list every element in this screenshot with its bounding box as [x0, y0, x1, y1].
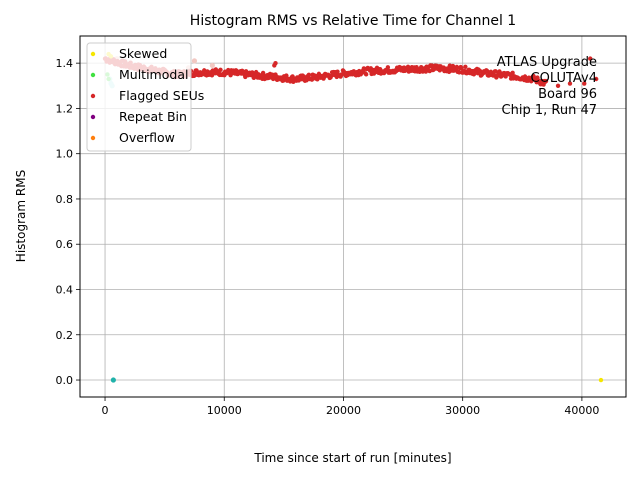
seu-point: [218, 67, 223, 73]
x-axis-label: Time since start of run [minutes]: [253, 451, 451, 465]
annotation-line-1: ATLAS Upgrade: [497, 55, 597, 70]
y-tick-label: 1.4: [56, 57, 74, 70]
seu-point: [335, 69, 340, 74]
seu-point: [385, 65, 391, 70]
annotation-line-2: COLUTAv4: [531, 71, 597, 86]
legend-label-flagged-seus: Flagged SEUs: [119, 88, 204, 103]
legend: Skewed Multimodal Flagged SEUs Repeat Bi…: [86, 42, 204, 152]
x-tick-label: 40000: [564, 404, 599, 417]
legend-marker-repeat-bin: [90, 114, 96, 120]
plot-frame: [79, 35, 627, 398]
legend-marker-flagged-seus: [90, 93, 96, 99]
legend-box: [86, 42, 192, 152]
y-tick-label: 0.8: [56, 193, 74, 206]
background-point: [209, 62, 215, 69]
annotation-line-3: Board 96: [538, 87, 597, 102]
seu-point: [555, 83, 561, 88]
x-tick-label: 30000: [445, 404, 480, 417]
seu-point: [284, 73, 289, 78]
legend-label-repeat-bin: Repeat Bin: [119, 109, 187, 124]
x-tick-label: 10000: [207, 404, 242, 417]
seu-point: [543, 78, 549, 84]
seu-point: [463, 64, 468, 69]
seu-point: [582, 81, 587, 86]
y-tick-label: 1.2: [56, 102, 74, 115]
legend-label-multimodal: Multimodal: [119, 67, 188, 82]
y-tick-label: 0.4: [56, 283, 74, 296]
seu-point: [306, 72, 312, 78]
legend-marker-multimodal: [90, 72, 96, 78]
y-tick-label: 1.0: [56, 148, 74, 161]
grid: [80, 36, 626, 397]
annotation-line-4: Chip 1, Run 47: [502, 103, 597, 118]
seu-point: [594, 76, 599, 82]
seu-point: [510, 70, 515, 76]
y-axis-label: Histogram RMS: [14, 170, 28, 262]
chart-title: Histogram RMS vs Relative Time for Chann…: [190, 13, 516, 29]
seu-point: [522, 74, 528, 79]
seu-point: [273, 60, 278, 66]
seu-point: [588, 56, 593, 61]
x-tick-label: 0: [102, 404, 109, 417]
legend-marker-skewed: [90, 51, 96, 57]
x-tick-label: 20000: [326, 404, 361, 417]
seu-point: [459, 66, 464, 71]
legend-marker-overflow: [90, 135, 96, 141]
background-point: [191, 58, 198, 64]
axis-ticks: 0 10000 20000 30000 40000 0.0 0.2 0.4 0.6 0.8 1.0 1…: [56, 57, 600, 417]
legend-label-skewed: Skewed: [119, 46, 167, 61]
y-tick-label: 0.6: [56, 238, 74, 251]
legend-label-overflow: Overflow: [119, 130, 175, 145]
y-tick-label: 0.0: [56, 374, 74, 387]
series-point-skewed: [598, 377, 604, 383]
seu-point: [363, 72, 369, 77]
y-tick-label: 0.2: [56, 329, 74, 342]
seu-point: [567, 81, 573, 86]
background-point: [110, 377, 116, 383]
seu-point: [429, 63, 435, 68]
run-annotation: ATLAS Upgrade COLUTAv4 Board 96 Chip 1, …: [497, 55, 597, 118]
